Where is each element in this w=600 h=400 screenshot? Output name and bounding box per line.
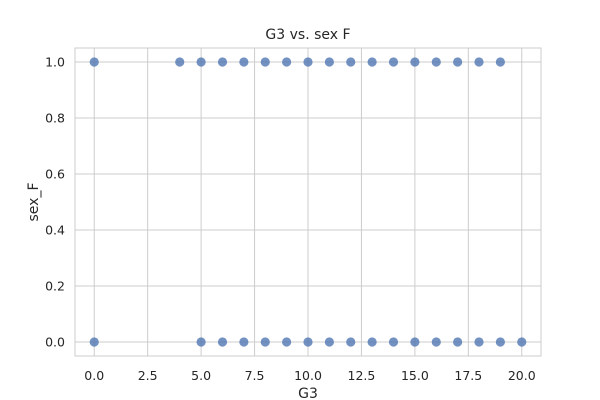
data-point — [217, 337, 228, 347]
x-tick-label: 2.5 — [138, 368, 158, 383]
data-point — [260, 337, 270, 347]
data-point — [474, 337, 484, 347]
y-tick-label: 0.0 — [45, 335, 65, 350]
data-point — [239, 337, 249, 347]
data-point — [196, 57, 206, 67]
data-point — [89, 57, 99, 67]
x-tick-labels: 0.0 2.5 5.0 7.5 10.0 12.5 15.0 17.5 20.0 — [84, 368, 535, 383]
x-tick-label: 20.0 — [508, 368, 536, 383]
data-point — [453, 337, 463, 347]
y-tick-label: 0.8 — [45, 111, 65, 126]
y-tick-labels: 0.0 0.2 0.4 0.6 0.8 1.0 — [45, 55, 65, 350]
data-point — [410, 57, 420, 67]
data-point — [431, 57, 441, 67]
y-tick-label: 0.4 — [45, 223, 65, 238]
data-point — [324, 337, 334, 347]
data-point — [410, 337, 420, 347]
data-point — [367, 57, 377, 67]
x-tick-label: 7.5 — [245, 368, 265, 383]
data-point — [431, 337, 441, 347]
x-tick-label: 0.0 — [84, 368, 104, 383]
data-point — [517, 337, 527, 347]
data-point — [388, 337, 399, 347]
x-tick-label: 15.0 — [401, 368, 429, 383]
chart-title: G3 vs. sex F — [265, 27, 350, 43]
points-layer — [89, 57, 527, 347]
data-point — [346, 337, 356, 347]
y-tick-label: 1.0 — [45, 55, 65, 70]
data-point — [495, 57, 505, 67]
y-tick-label: 0.2 — [45, 279, 65, 294]
data-point — [495, 337, 505, 347]
y-axis-label: sex_F — [26, 183, 42, 222]
x-tick-label: 12.5 — [348, 368, 376, 383]
data-point — [260, 57, 270, 67]
data-point — [282, 337, 292, 347]
data-point — [196, 337, 206, 347]
x-axis-label: G3 — [298, 386, 318, 400]
x-tick-label: 10.0 — [294, 368, 322, 383]
x-tick-label: 17.5 — [454, 368, 482, 383]
data-point — [303, 337, 313, 347]
data-point — [346, 57, 356, 67]
data-point — [217, 57, 228, 67]
grid-layer — [75, 48, 541, 356]
data-point — [303, 57, 313, 67]
plot-frame — [74, 47, 542, 357]
data-point — [175, 57, 185, 67]
data-point — [324, 57, 334, 67]
data-point — [388, 57, 399, 67]
data-point — [367, 337, 377, 347]
data-point — [453, 57, 463, 67]
data-point — [239, 57, 249, 67]
data-point — [282, 57, 292, 67]
y-tick-label: 0.6 — [45, 167, 65, 182]
data-point — [89, 337, 99, 347]
data-point — [474, 57, 484, 67]
x-tick-label: 5.0 — [191, 368, 211, 383]
